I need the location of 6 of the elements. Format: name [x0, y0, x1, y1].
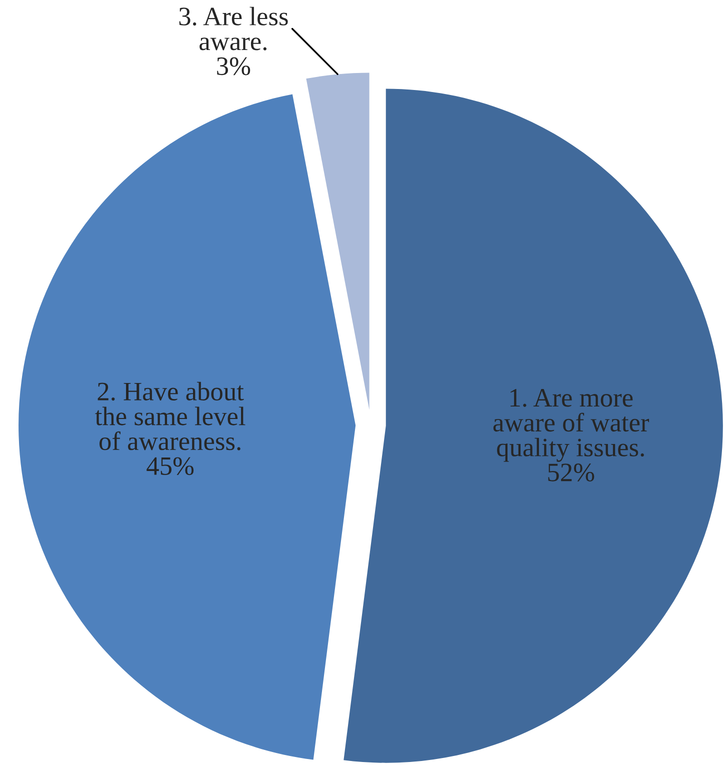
slice-label: 3. Are less aware. [179, 6, 288, 50]
data-label: 52% [548, 464, 594, 482]
slice-label: 2. Have about the same level of awareness. [95, 382, 246, 450]
slice-label: 1. Are more aware of water quality issues. [493, 389, 650, 462]
data-label: 3% [217, 57, 250, 76]
data-label: 45% [146, 457, 194, 476]
